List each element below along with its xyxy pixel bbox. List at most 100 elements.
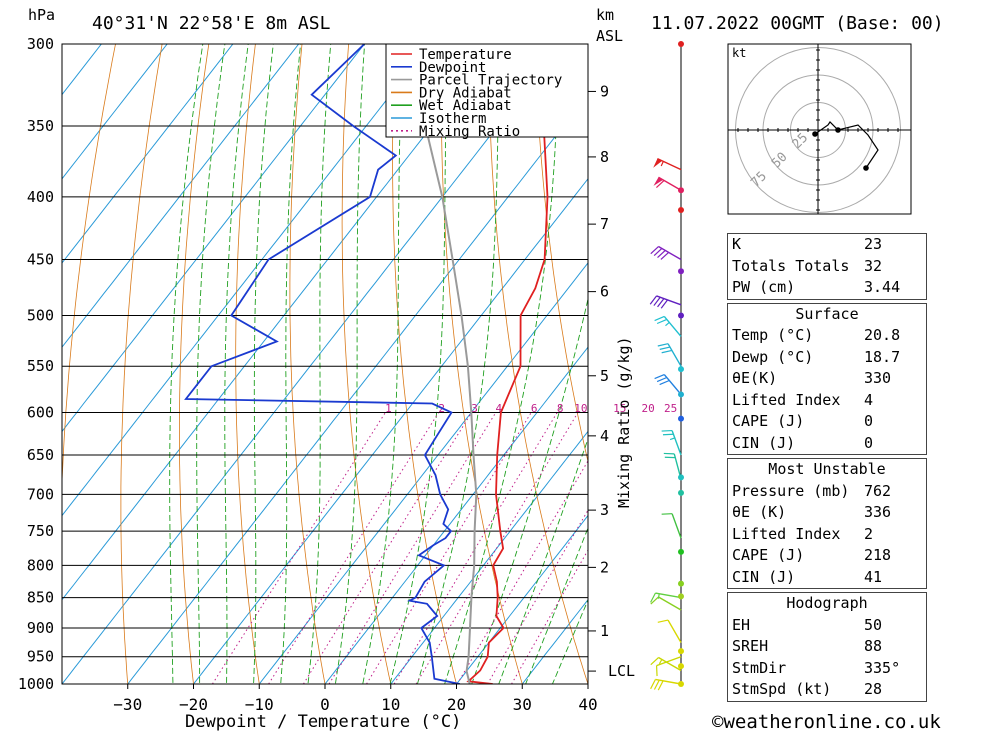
mixing-ratio-label: 1 xyxy=(385,402,392,415)
wind-barb-staff xyxy=(667,343,682,367)
wind-barb xyxy=(654,315,682,337)
wind-barb-feather xyxy=(650,596,659,605)
index-row: PW (cm) 3.44 xyxy=(728,277,926,299)
index-row: CIN (J) 41 xyxy=(728,567,926,589)
mixing-ratio-label: 15 xyxy=(613,402,626,415)
x-tick-label: 20 xyxy=(447,695,466,714)
km-tick-label: 5 xyxy=(600,367,609,385)
index-value: 18.7 xyxy=(864,347,901,366)
indices-panel: K 23 Totals Totals 32 PW (cm) 3.44 Surface Te… xyxy=(727,233,927,705)
wet-adiabat-line xyxy=(196,44,226,684)
index-label: Totals Totals xyxy=(732,256,850,275)
km-tick-label: 1 xyxy=(600,622,609,640)
dry-adiabat-line xyxy=(289,44,326,684)
wind-barb-feather xyxy=(659,346,671,350)
wind-barb-feather xyxy=(657,343,669,347)
wind-barb-feather xyxy=(661,349,673,354)
isotherm-line xyxy=(521,598,588,684)
legend-label: Parcel Trajectory xyxy=(419,73,562,89)
profile-parcel-trajectory xyxy=(402,44,478,684)
legend-label: Mixing Ratio xyxy=(419,124,520,140)
index-row: θE (K) 336 xyxy=(728,502,926,524)
wind-level-dot xyxy=(678,312,684,319)
index-label: StmDir xyxy=(732,658,787,677)
most-unstable-box: Most Unstable Pressure (mb) 762 θE (K) 336 L… xyxy=(727,458,927,589)
index-row: Lifted Index 2 xyxy=(728,524,926,546)
pressure-tick-label: 500 xyxy=(27,307,54,325)
pressure-tick-label: 650 xyxy=(27,446,54,464)
isotherm-line xyxy=(62,44,168,180)
wind-barb-staff xyxy=(671,430,682,456)
location-title: 40°31'N 22°58'E 8m ASL xyxy=(92,13,331,34)
hodograph-title: Hodograph xyxy=(786,594,868,612)
wind-barb xyxy=(657,343,682,367)
wet-adiabat-line xyxy=(525,526,588,684)
wind-level-dot xyxy=(678,474,684,481)
legend-label: Dry Adiabat xyxy=(419,85,512,101)
wind-barb-half-feather xyxy=(658,659,663,665)
axes: −30 −20 −10 0 10 20 30 40 9 8 7 6 5 4 3 2 1 LCL xyxy=(113,82,635,714)
wet-adiabat-line xyxy=(389,44,449,684)
wind-level-dot xyxy=(678,268,684,275)
wind-barb-staff xyxy=(658,245,682,261)
wind-barb-staff xyxy=(667,619,682,643)
isotherm-line xyxy=(0,0,111,710)
index-value: 330 xyxy=(864,369,892,387)
wind-barb-staff xyxy=(671,513,682,539)
km-tick-label: 2 xyxy=(600,558,609,576)
wind-barb-feather xyxy=(657,249,666,258)
wind-barb-staff xyxy=(655,678,682,685)
wind-level-dot xyxy=(678,580,684,587)
wind-barb-half-feather xyxy=(657,593,660,599)
wind-barb xyxy=(650,245,682,261)
index-label: θE (K) xyxy=(732,503,787,521)
x-tick-label: −20 xyxy=(179,695,208,714)
wind-barb-feather xyxy=(660,299,669,309)
km-tick-label: 4 xyxy=(600,427,609,445)
wind-level-dot xyxy=(678,548,684,555)
km-tick-label: 3 xyxy=(600,501,609,519)
index-row: CAPE (J) 218 xyxy=(728,545,926,567)
pressure-tick-label: 1000 xyxy=(18,675,54,693)
index-label: Pressure (mb) xyxy=(732,481,850,500)
km-tick-label: 8 xyxy=(600,148,609,166)
index-label: CIN (J) xyxy=(732,567,796,586)
wind-barb-feather xyxy=(653,248,663,257)
wind-level-dot xyxy=(678,187,684,194)
wind-barb-flag xyxy=(653,158,663,168)
wind-barb-half-feather xyxy=(660,161,664,167)
index-label: Dewp (°C) xyxy=(732,347,814,366)
index-value: 50 xyxy=(864,615,883,634)
pressure-tick-label: 600 xyxy=(27,403,54,421)
dry-adiabat-line xyxy=(120,44,163,684)
wind-barb xyxy=(663,452,682,480)
wet-adiabat-line xyxy=(169,44,204,684)
hodograph-point xyxy=(835,127,841,133)
index-value: 762 xyxy=(864,481,892,500)
dry-adiabat-line xyxy=(179,44,210,684)
index-value: 4 xyxy=(864,390,874,409)
wind-barb-feather xyxy=(657,680,664,691)
index-value: 335° xyxy=(864,658,901,677)
wind-barb-staff xyxy=(656,295,682,306)
km-tick-label: 7 xyxy=(600,215,609,233)
km-tick-label: LCL xyxy=(608,662,635,680)
most-unstable-title: Most Unstable xyxy=(768,460,886,478)
mixing-ratio-axis-label: Mixing Ratio (g/kg) xyxy=(615,336,633,508)
mixing-ratio-line xyxy=(302,412,473,684)
wind-barb-staff xyxy=(663,374,682,395)
x-tick-label: 40 xyxy=(578,695,597,714)
mixing-ratio-line xyxy=(456,459,588,684)
wind-barb-feather xyxy=(656,376,668,383)
wind-barb xyxy=(654,373,682,395)
index-row: SREH 88 xyxy=(728,636,926,658)
wind-barb xyxy=(661,429,682,456)
wind-barb-feather xyxy=(650,246,659,255)
wind-barb-feather xyxy=(649,295,658,305)
wet-adiabat-line xyxy=(253,44,274,684)
index-value: 32 xyxy=(864,256,883,275)
wet-adiabat-line xyxy=(471,296,588,684)
profile-temperature xyxy=(466,44,550,684)
index-value: 23 xyxy=(864,235,883,253)
